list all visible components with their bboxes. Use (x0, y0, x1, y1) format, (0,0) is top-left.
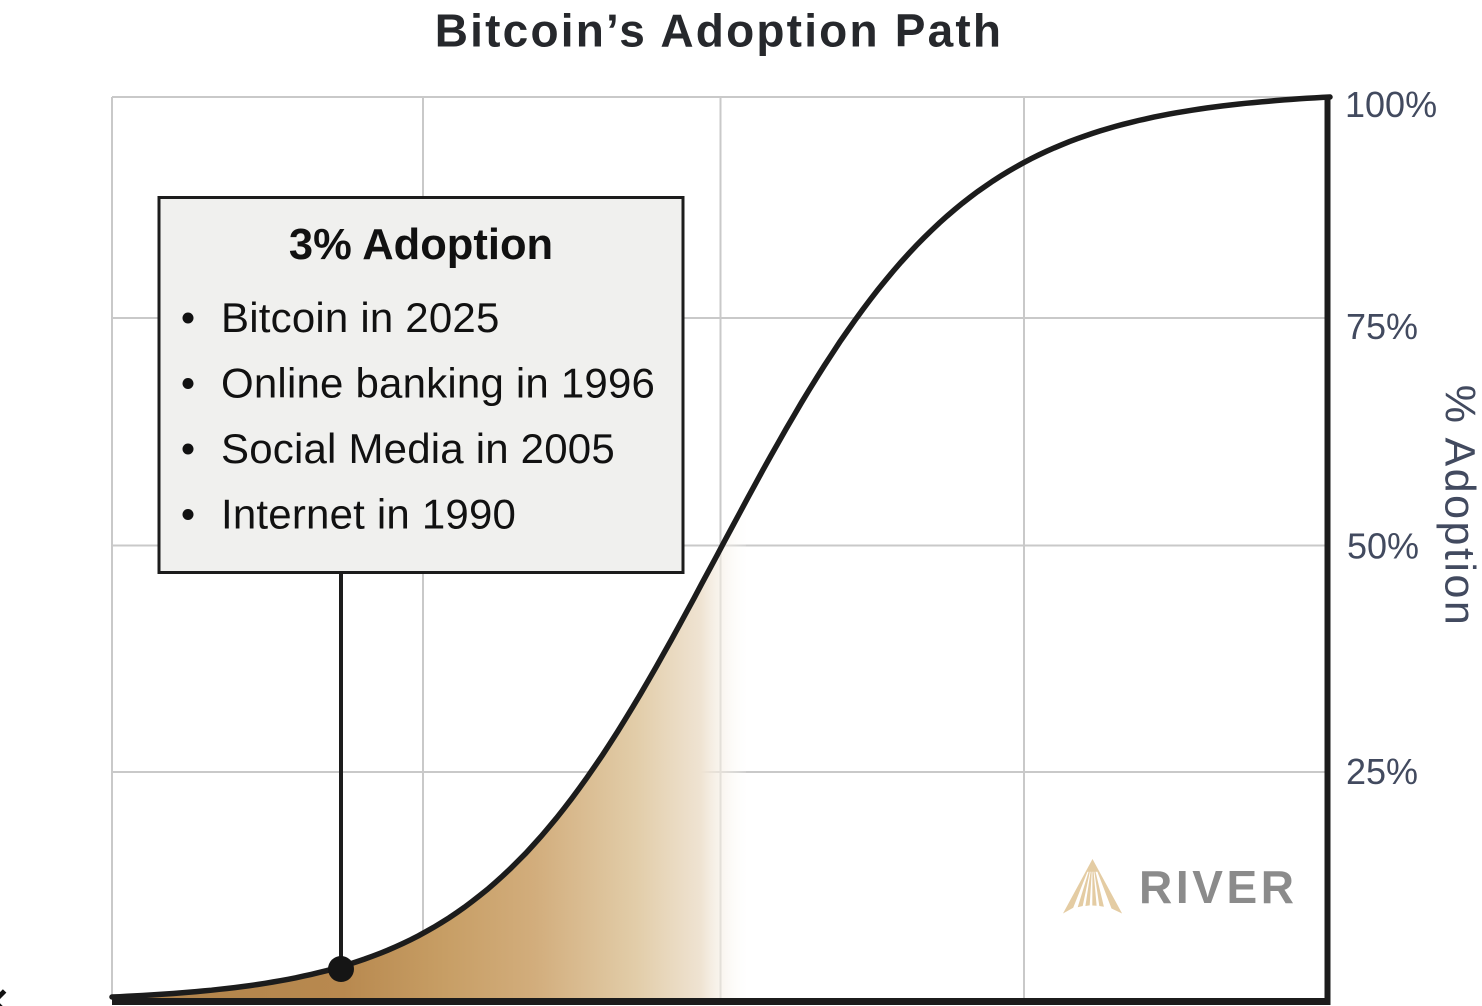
svg-text:50%: 50% (1347, 526, 1419, 567)
svg-text:75%: 75% (1346, 306, 1418, 347)
svg-text:3% Adoption: 3% Adoption (289, 221, 553, 269)
svg-text:25%: 25% (1346, 751, 1418, 792)
svg-text:% Adoption: % Adoption (1436, 385, 1482, 628)
svg-text:Bitcoin’s Adoption Path: Bitcoin’s Adoption Path (435, 5, 1003, 57)
svg-text:Online banking in 1996: Online banking in 1996 (221, 360, 655, 407)
svg-text:100%: 100% (1345, 84, 1437, 125)
svg-text:✕: ✕ (0, 982, 10, 1006)
svg-text:Internet in 1990: Internet in 1990 (221, 491, 516, 538)
svg-text:Bitcoin in 2025: Bitcoin in 2025 (221, 294, 500, 341)
svg-text:Social Media in 2005: Social Media in 2005 (221, 425, 615, 472)
svg-text:RIVER: RIVER (1139, 861, 1298, 913)
